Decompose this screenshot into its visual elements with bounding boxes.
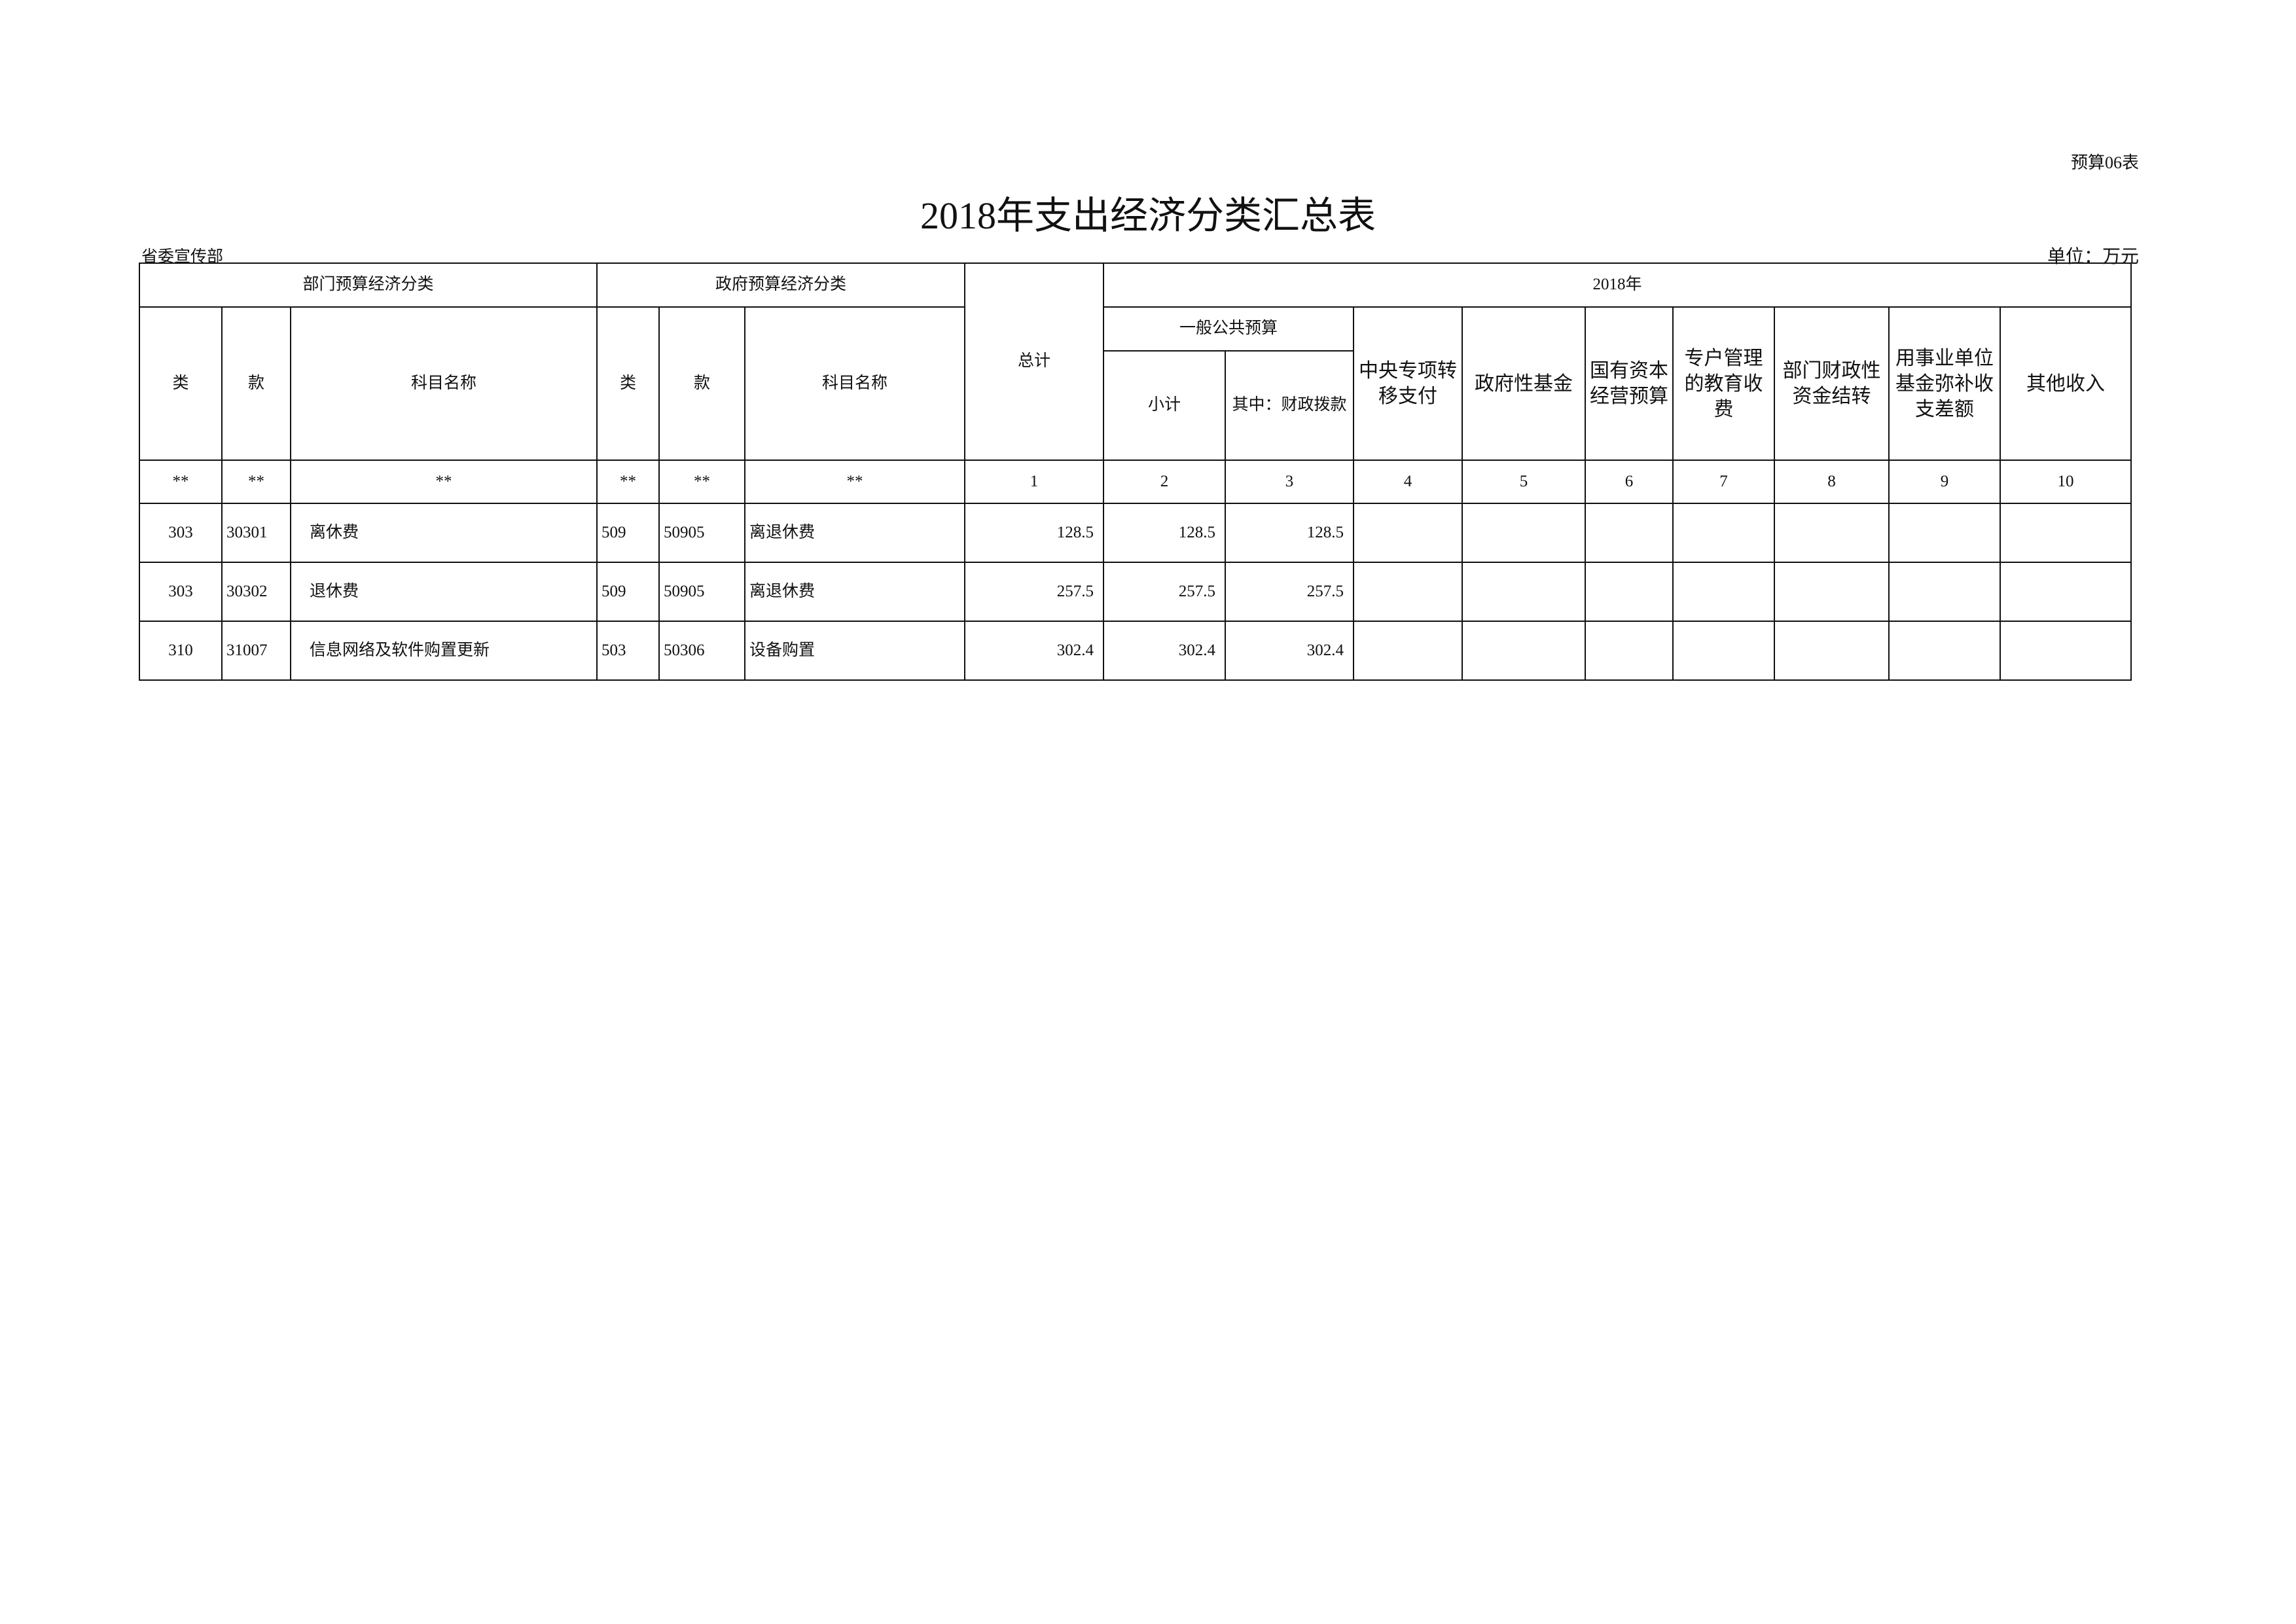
cell-empty	[1888, 621, 2001, 681]
header-central-transfer: 中央专项转移支付	[1353, 306, 1463, 461]
cell-empty	[2000, 503, 2132, 563]
cell-subtotal: 128.5	[1103, 503, 1227, 563]
header-subject: 科目名称	[289, 306, 598, 461]
cell-empty	[1672, 562, 1776, 622]
header-year-group: 2018年	[1103, 262, 2132, 308]
cell-empty	[1585, 503, 1674, 563]
cell-empty	[1585, 621, 1674, 681]
page-title: 2018年支出经济分类汇总表	[920, 194, 1376, 237]
cell-empty	[1672, 503, 1776, 563]
expenditure-table: 部门预算经济分类 政府预算经济分类 总计 2018年 类 款 科目名称 类 款 …	[138, 262, 2132, 681]
cell-empty	[1462, 621, 1587, 681]
index-cell: 7	[1672, 460, 1776, 504]
index-row: ** ** ** ** ** ** 1 2 3 4 5 6 7 8 9 10	[139, 460, 2132, 504]
header-gov-group: 政府预算经济分类	[596, 262, 966, 308]
cell-gov-lei: 509	[596, 562, 660, 622]
cell-name: 退休费	[289, 562, 598, 622]
cell-gov-name: 离退休费	[744, 503, 966, 563]
cell-fiscal: 128.5	[1225, 503, 1355, 563]
header-other-income: 其他收入	[2000, 306, 2132, 461]
index-cell: **	[658, 460, 746, 504]
cell-total: 128.5	[964, 503, 1105, 563]
cell-total: 257.5	[964, 562, 1105, 622]
cell-empty	[1353, 503, 1463, 563]
index-cell: **	[221, 460, 291, 504]
cell-empty	[1353, 621, 1463, 681]
header-edu-fee: 专户管理的教育收费	[1672, 306, 1776, 461]
index-cell: 6	[1585, 460, 1674, 504]
cell-empty	[2000, 621, 2132, 681]
cell-empty	[1462, 562, 1587, 622]
cell-fiscal: 257.5	[1225, 562, 1355, 622]
header-general-budget: 一般公共预算	[1103, 306, 1355, 352]
cell-subtotal: 302.4	[1103, 621, 1227, 681]
cell-empty	[1672, 621, 1776, 681]
cell-empty	[1585, 562, 1674, 622]
cell-gov-name: 离退休费	[744, 562, 966, 622]
cell-empty	[1888, 503, 2001, 563]
header-gov-subject: 科目名称	[744, 306, 966, 461]
header-dept-group: 部门预算经济分类	[138, 262, 598, 308]
index-cell: **	[744, 460, 966, 504]
index-cell: 1	[964, 460, 1105, 504]
index-cell: 4	[1353, 460, 1463, 504]
cell-kuan: 31007	[221, 621, 291, 681]
header-lei: 类	[139, 306, 223, 461]
cell-name: 离休费	[289, 503, 598, 563]
header-subtotal: 小计	[1103, 350, 1227, 461]
index-cell: 9	[1888, 460, 2001, 504]
cell-kuan: 30302	[221, 562, 291, 622]
header-dept-carryover: 部门财政性资金结转	[1774, 306, 1890, 461]
index-cell: **	[596, 460, 660, 504]
index-cell: 3	[1225, 460, 1355, 504]
header-gov-fund: 政府性基金	[1462, 306, 1587, 461]
cell-gov-lei: 503	[596, 621, 660, 681]
cell-kuan: 30301	[221, 503, 291, 563]
cell-gov-kuan: 50905	[658, 562, 746, 622]
cell-gov-kuan: 50905	[658, 503, 746, 563]
cell-lei: 310	[139, 621, 223, 681]
cell-gov-name: 设备购置	[744, 621, 966, 681]
form-number: 预算06表	[2070, 153, 2139, 172]
header-total: 总计	[964, 262, 1105, 461]
table-row: 310 31007 信息网络及软件购置更新 503 50306 设备购置 302…	[139, 621, 2132, 681]
index-cell: 8	[1774, 460, 1890, 504]
cell-lei: 303	[139, 562, 223, 622]
cell-empty	[1353, 562, 1463, 622]
header-gov-kuan: 款	[658, 306, 746, 461]
index-cell: **	[289, 460, 598, 504]
cell-fiscal: 302.4	[1225, 621, 1355, 681]
header-fiscal: 其中：财政拨款	[1225, 350, 1355, 461]
index-cell: 2	[1103, 460, 1227, 504]
cell-gov-kuan: 50306	[658, 621, 746, 681]
header-gov-lei: 类	[596, 306, 660, 461]
header-kuan: 款	[221, 306, 291, 461]
table-row: 303 30302 退休费 509 50905 离退休费 257.5 257.5…	[139, 562, 2132, 622]
cell-subtotal: 257.5	[1103, 562, 1227, 622]
cell-total: 302.4	[964, 621, 1105, 681]
cell-gov-lei: 509	[596, 503, 660, 563]
cell-lei: 303	[139, 503, 223, 563]
header-reserve-fund: 用事业单位基金弥补收支差额	[1888, 306, 2001, 461]
cell-empty	[1774, 562, 1890, 622]
cell-empty	[1462, 503, 1587, 563]
header-state-capital: 国有资本经营预算	[1585, 306, 1674, 461]
cell-empty	[1774, 621, 1890, 681]
index-cell: 10	[2000, 460, 2132, 504]
table-row: 303 30301 离休费 509 50905 离退休费 128.5 128.5…	[139, 503, 2132, 563]
index-cell: **	[139, 460, 223, 504]
cell-name: 信息网络及软件购置更新	[289, 621, 598, 681]
cell-empty	[1888, 562, 2001, 622]
index-cell: 5	[1462, 460, 1587, 504]
cell-empty	[1774, 503, 1890, 563]
cell-empty	[2000, 562, 2132, 622]
